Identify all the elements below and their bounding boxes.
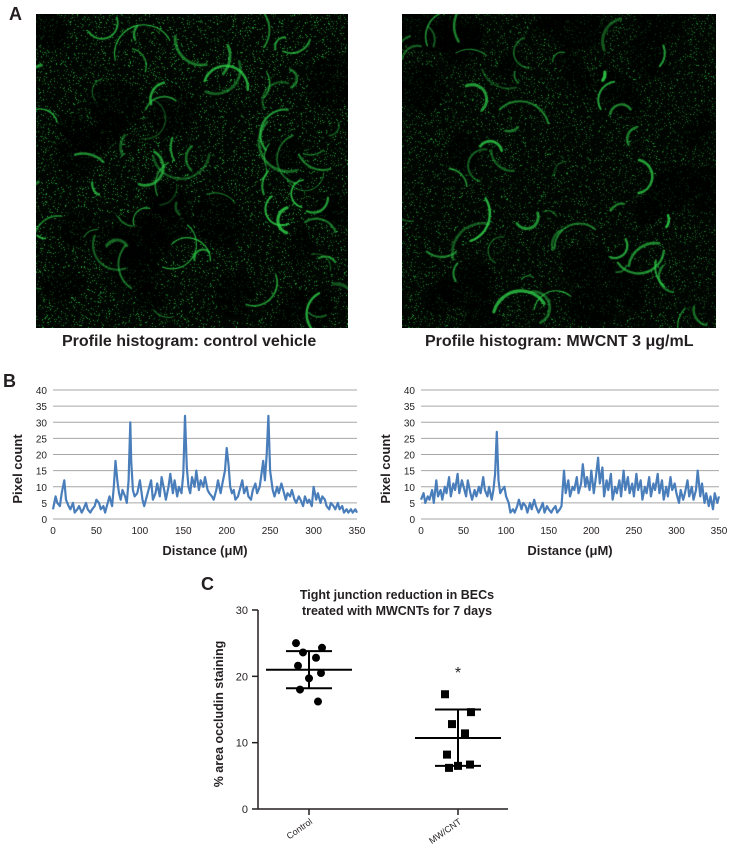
y-tick-label: 20 bbox=[236, 671, 248, 683]
data-point bbox=[441, 690, 449, 699]
x-tick-label: 300 bbox=[305, 526, 322, 537]
chart-title-line-2: treated with MWCNTs for 7 days bbox=[302, 604, 492, 618]
x-tick-labels: Control MW/CNT bbox=[285, 816, 464, 846]
data-point bbox=[305, 674, 313, 683]
data-point bbox=[467, 708, 475, 717]
x-tick-label: 0 bbox=[418, 526, 424, 537]
y-tick-label: 5 bbox=[41, 499, 47, 510]
data-point bbox=[454, 761, 462, 770]
control-micrograph bbox=[36, 14, 348, 328]
x-tick-label: 300 bbox=[668, 526, 685, 537]
y-tick-label: 0 bbox=[409, 515, 415, 526]
control-profile-chart: 0 5 10 15 20 25 30 35 40 0 50 100 150 200 250 300 350 P… bbox=[10, 386, 366, 558]
x-tick-label: 50 bbox=[458, 526, 470, 537]
data-point bbox=[318, 643, 326, 652]
data-point bbox=[466, 760, 474, 769]
data-point bbox=[461, 729, 469, 738]
data-point bbox=[445, 763, 453, 772]
data-point bbox=[448, 720, 456, 729]
panel-b-label: B bbox=[3, 371, 16, 391]
profile-line bbox=[419, 430, 721, 514]
y-tick-labels: 0 10 20 30 bbox=[236, 605, 248, 816]
x-tick-label: 200 bbox=[218, 526, 235, 537]
x-tick-label: 350 bbox=[711, 526, 728, 537]
x-tick-label: Control bbox=[285, 816, 315, 841]
y-tick-label: 30 bbox=[36, 418, 48, 429]
axes bbox=[252, 609, 508, 815]
y-tick-label: 30 bbox=[236, 605, 248, 617]
x-tick-label: 350 bbox=[349, 526, 366, 537]
x-tick-label: 250 bbox=[262, 526, 279, 537]
y-axis-label: Pixel count bbox=[378, 434, 393, 504]
y-tick-label: 40 bbox=[36, 386, 48, 397]
grid-lines bbox=[53, 389, 357, 520]
grid-lines bbox=[421, 389, 719, 520]
profile-line bbox=[51, 414, 358, 514]
y-tick-label: 0 bbox=[41, 515, 47, 526]
y-tick-label: 0 bbox=[242, 804, 248, 816]
y-tick-label: 5 bbox=[409, 499, 415, 510]
data-point bbox=[317, 669, 325, 678]
data-point bbox=[312, 653, 320, 662]
y-tick-label: 25 bbox=[404, 434, 416, 445]
panel-a-label: A bbox=[9, 4, 22, 24]
data-point bbox=[314, 697, 322, 706]
error-bars bbox=[266, 650, 501, 767]
mwcnt-caption: Profile histogram: MWCNT 3 μg/mL bbox=[425, 333, 694, 350]
y-tick-label: 20 bbox=[404, 451, 416, 462]
y-axis-label: % area occludin staining bbox=[212, 641, 226, 788]
y-tick-label: 35 bbox=[36, 402, 48, 413]
x-tick-labels: 0 50 100 150 200 250 300 350 bbox=[418, 526, 728, 537]
data-point bbox=[296, 685, 304, 694]
x-tick-label: 150 bbox=[175, 526, 192, 537]
y-tick-label: 25 bbox=[36, 434, 48, 445]
x-tick-labels: 0 50 100 150 200 250 300 350 bbox=[50, 526, 366, 537]
x-axis-label: Distance (μM) bbox=[527, 543, 612, 558]
mwcnt-profile-chart: 0 5 10 15 20 25 30 35 40 0 50 100 150 200 250 300 350 P… bbox=[378, 386, 728, 558]
chart-title-line-1: Tight junction reduction in BECs bbox=[300, 588, 494, 602]
y-tick-label: 20 bbox=[36, 451, 48, 462]
y-tick-label: 10 bbox=[36, 483, 48, 494]
data-point bbox=[443, 750, 451, 759]
x-axis-label: Distance (μM) bbox=[162, 543, 247, 558]
occludin-scatter-chart: Tight junction reduction in BECs treated… bbox=[212, 588, 508, 846]
control-caption: Profile histogram: control vehicle bbox=[62, 333, 317, 350]
data-point bbox=[294, 661, 302, 670]
x-tick-label: 200 bbox=[583, 526, 600, 537]
data-points bbox=[292, 639, 475, 772]
significance-asterisk: * bbox=[455, 665, 461, 682]
x-tick-label: MW/CNT bbox=[427, 816, 463, 846]
y-tick-label: 30 bbox=[404, 418, 416, 429]
y-tick-labels: 0 5 10 15 20 25 30 35 40 bbox=[36, 386, 48, 526]
data-point bbox=[299, 648, 307, 657]
x-tick-label: 100 bbox=[132, 526, 149, 537]
x-tick-label: 100 bbox=[498, 526, 515, 537]
panel-c-label: C bbox=[201, 574, 214, 594]
mwcnt-micrograph bbox=[402, 14, 716, 328]
x-tick-label: 250 bbox=[626, 526, 643, 537]
y-tick-label: 10 bbox=[236, 738, 248, 750]
x-tick-label: 150 bbox=[540, 526, 557, 537]
y-axis-label: Pixel count bbox=[10, 434, 25, 504]
x-tick-label: 50 bbox=[91, 526, 103, 537]
y-tick-label: 15 bbox=[404, 467, 416, 478]
y-tick-label: 40 bbox=[404, 386, 416, 397]
y-tick-label: 10 bbox=[404, 483, 416, 494]
x-tick-label: 0 bbox=[50, 526, 56, 537]
y-tick-labels: 0 5 10 15 20 25 30 35 40 bbox=[404, 386, 416, 526]
y-tick-label: 35 bbox=[404, 402, 416, 413]
y-tick-label: 15 bbox=[36, 467, 48, 478]
data-point bbox=[292, 639, 300, 648]
